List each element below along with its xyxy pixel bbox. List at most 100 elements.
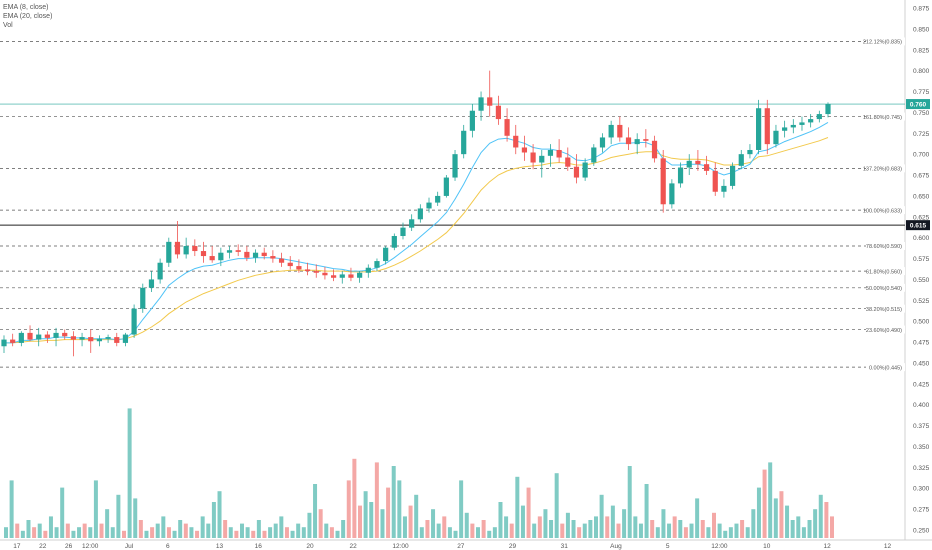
- y-tick-label: 0.875: [913, 6, 930, 13]
- volume-bar: [807, 520, 812, 538]
- volume-bar: [594, 516, 598, 538]
- candle-body: [304, 269, 311, 272]
- y-tick-label: 0.725: [913, 131, 930, 138]
- candle-body: [270, 256, 276, 259]
- fib-label-bg: [866, 164, 905, 173]
- candle-body: [782, 127, 788, 131]
- volume-bar: [307, 512, 312, 538]
- candle-body: [816, 114, 822, 120]
- last-price-label: 0.760: [910, 102, 927, 109]
- volume-bar: [318, 509, 323, 538]
- fib-level-label: 38.20%(0.515): [866, 307, 902, 313]
- volume-bar: [560, 523, 565, 538]
- candle-body: [426, 202, 432, 209]
- volume-bar: [262, 530, 267, 538]
- volume-bar: [785, 505, 790, 538]
- candle-body: [348, 274, 354, 278]
- candle-body: [18, 332, 24, 343]
- candle-body: [287, 262, 293, 267]
- volume-bar: [301, 527, 306, 538]
- candle-body: [599, 137, 606, 148]
- x-tick-label: Jul: [125, 543, 134, 550]
- legend-volume[interactable]: Vol: [3, 22, 13, 29]
- candle-body: [218, 252, 224, 261]
- volume-bar: [82, 523, 87, 538]
- volume-bar: [161, 516, 166, 538]
- volume-bar: [391, 466, 396, 538]
- candle-body: [122, 334, 129, 343]
- candle-body: [469, 110, 475, 131]
- y-tick-label: 0.550: [913, 277, 930, 284]
- ema20-line: [4, 137, 829, 344]
- volume-bar: [661, 509, 666, 538]
- volume-bar: [402, 516, 407, 538]
- x-tick-label: 20: [306, 543, 314, 550]
- candle-body: [478, 97, 484, 111]
- volume-bar: [284, 527, 289, 538]
- volume-bar: [622, 509, 627, 538]
- volume-bar: [54, 527, 59, 538]
- volume-bar: [206, 523, 211, 538]
- candle-body: [357, 272, 363, 278]
- volume-bar: [453, 530, 458, 538]
- candle-body: [799, 122, 805, 125]
- candle-body: [747, 149, 753, 155]
- y-tick-label: 0.425: [913, 381, 930, 388]
- volume-bar: [116, 494, 121, 538]
- candle-body: [764, 108, 770, 145]
- fib-label-bg: [866, 112, 905, 121]
- candle-body: [322, 272, 328, 276]
- volume-bar: [4, 527, 8, 538]
- crosshair-badge: [906, 220, 930, 231]
- volume-bar: [498, 502, 503, 538]
- candle-body: [608, 124, 614, 138]
- legend-ema8[interactable]: EMA (8, close): [3, 4, 49, 11]
- y-tick-label: 0.775: [913, 89, 930, 96]
- candle-body: [226, 250, 233, 253]
- volume-bar: [565, 512, 570, 538]
- volume-bar: [279, 516, 284, 538]
- candle-body: [374, 261, 380, 268]
- candle-body: [461, 130, 467, 155]
- legend-ema20[interactable]: EMA (20, close): [3, 13, 53, 20]
- x-tick-label: 5: [666, 543, 670, 550]
- volume-bar: [133, 498, 138, 538]
- volume-bar: [526, 487, 531, 538]
- candle-body: [1, 339, 7, 347]
- candle-body: [209, 256, 215, 261]
- volume-bar: [762, 469, 767, 538]
- volume-bar: [481, 520, 486, 538]
- volume-bar: [577, 527, 582, 538]
- volume-bar: [313, 484, 318, 538]
- volume-bar: [509, 523, 514, 538]
- volume-bar: [335, 530, 340, 538]
- x-tick-label: 29: [509, 543, 517, 550]
- volume-bar: [796, 516, 801, 538]
- volume-bar: [487, 530, 492, 538]
- volume-bar: [15, 523, 20, 538]
- volume-bar: [127, 408, 132, 538]
- volume-bar: [60, 487, 65, 538]
- y-tick-label: 0.750: [913, 110, 930, 117]
- y-tick-label: 0.400: [913, 402, 930, 409]
- candle-body: [183, 246, 189, 255]
- y-tick-label: 0.375: [913, 423, 930, 430]
- candle-body: [729, 165, 736, 186]
- volume-bar: [571, 520, 576, 538]
- x-tick-label: 27: [457, 543, 465, 550]
- candle-body: [521, 147, 528, 153]
- candle-body: [738, 154, 744, 166]
- candle-body: [278, 258, 285, 263]
- candle-body: [547, 149, 554, 156]
- volume-bar: [290, 530, 295, 538]
- candle-body: [339, 274, 345, 278]
- volume-bar: [138, 520, 143, 538]
- candle-body: [495, 105, 501, 120]
- volume-bar: [582, 523, 587, 538]
- volume-bar: [549, 520, 554, 538]
- candle-body: [669, 183, 675, 205]
- last-price-badge: [906, 99, 930, 110]
- y-tick-label: 0.275: [913, 507, 930, 514]
- volume-bar: [436, 523, 441, 538]
